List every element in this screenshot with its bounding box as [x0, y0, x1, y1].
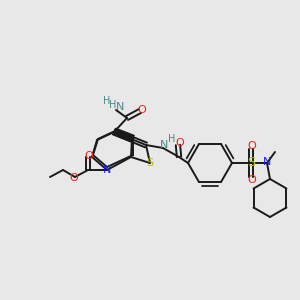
Text: H: H: [168, 134, 176, 144]
Text: O: O: [176, 138, 184, 148]
Text: N: N: [160, 140, 168, 150]
Text: O: O: [70, 173, 78, 183]
Text: S: S: [247, 157, 255, 169]
Text: O: O: [248, 175, 256, 185]
Text: O: O: [248, 141, 256, 151]
Text: O: O: [85, 151, 93, 161]
Text: H: H: [103, 96, 111, 106]
Text: O: O: [138, 105, 146, 115]
Text: N: N: [116, 102, 124, 112]
Text: N: N: [103, 165, 111, 175]
Text: H: H: [109, 100, 117, 110]
Text: N: N: [263, 157, 271, 167]
Text: S: S: [146, 158, 154, 168]
